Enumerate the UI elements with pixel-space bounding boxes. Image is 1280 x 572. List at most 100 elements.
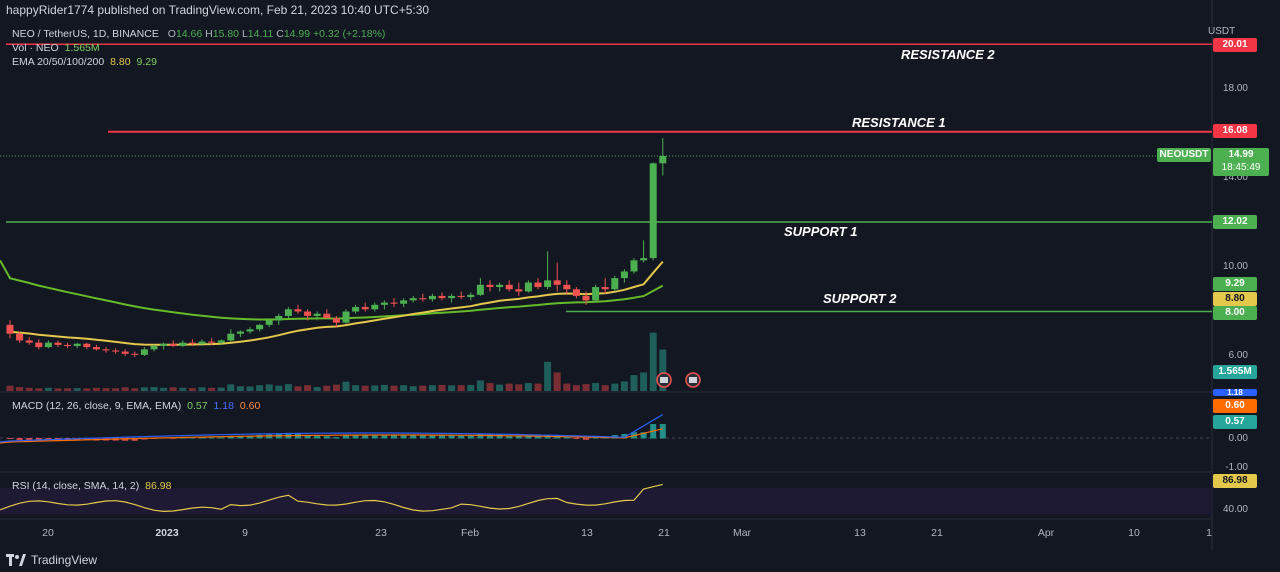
volume-bar bbox=[313, 387, 321, 391]
open-label: O bbox=[167, 28, 176, 40]
price-levels bbox=[0, 0, 1213, 551]
volume-bar bbox=[140, 387, 148, 391]
annotation-support-2: SUPPORT 2 bbox=[823, 291, 897, 306]
candle-body bbox=[217, 340, 225, 343]
ema-value-1: 8.80 bbox=[110, 56, 131, 68]
volume-legend[interactable]: Vol · NEO 1.565M bbox=[12, 42, 100, 54]
macd-histogram-bar bbox=[16, 438, 23, 441]
candle-body bbox=[6, 324, 14, 334]
volume-bar bbox=[160, 387, 168, 391]
tradingview-logo[interactable]: TradingView bbox=[6, 553, 97, 567]
time-label-13: 1 bbox=[1206, 527, 1212, 539]
candle-body bbox=[131, 353, 139, 355]
candle-body bbox=[54, 342, 62, 345]
time-label-1: 20 bbox=[42, 527, 54, 539]
ema-slow-line bbox=[0, 259, 664, 321]
candle-body bbox=[236, 331, 244, 334]
macd-histogram-bar bbox=[458, 435, 465, 439]
candle-body bbox=[179, 342, 187, 346]
close-value: 14.99 bbox=[283, 28, 311, 40]
candle-body bbox=[486, 284, 494, 288]
time-label-8: Mar bbox=[732, 527, 752, 539]
change-value: +0.32 (+2.18%) bbox=[313, 28, 386, 40]
volume-bar bbox=[419, 385, 427, 391]
candle-body bbox=[563, 284, 571, 290]
last-price-value: 14.99 bbox=[1228, 149, 1254, 160]
volume-bar bbox=[582, 384, 590, 391]
candle-body bbox=[294, 309, 302, 312]
time-label-5: Feb bbox=[460, 527, 480, 539]
volume-bar bbox=[592, 383, 600, 391]
volume-bar bbox=[659, 349, 667, 391]
symbol-legend[interactable]: NEO / TetherUS, 1D, BINANCE O14.66 H15.8… bbox=[12, 28, 385, 40]
volume-bars bbox=[6, 332, 667, 391]
volume-bar bbox=[448, 385, 456, 391]
volume-bar bbox=[640, 372, 648, 391]
volume-bar bbox=[131, 388, 139, 391]
macd-histogram-bar bbox=[83, 438, 90, 441]
tag-support-2: 8.00 bbox=[1213, 306, 1257, 320]
candle-body bbox=[601, 287, 609, 290]
candle-body bbox=[227, 333, 235, 341]
macd-histogram-bar bbox=[45, 438, 52, 441]
candle-body bbox=[448, 295, 456, 299]
publisher-header: happyRider1774 published on TradingView.… bbox=[6, 3, 430, 17]
volume-bar bbox=[6, 385, 14, 391]
macd-legend[interactable]: MACD (12, 26, close, 9, EMA, EMA) 0.57 1… bbox=[12, 400, 260, 412]
ema-label: EMA 20/50/100/200 bbox=[12, 56, 105, 68]
volume-bar bbox=[438, 384, 446, 391]
candlesticks bbox=[6, 137, 667, 358]
volume-bar bbox=[236, 386, 244, 391]
tag-macd-hist: 0.57 bbox=[1213, 415, 1257, 429]
volume-bar bbox=[630, 375, 638, 391]
volume-bar bbox=[112, 388, 120, 391]
macd-histogram-bar bbox=[218, 437, 225, 439]
macd-value-3: 0.60 bbox=[239, 400, 261, 412]
candle-body bbox=[160, 343, 168, 346]
volume-bar bbox=[188, 388, 196, 391]
volume-bar bbox=[371, 385, 379, 391]
macd-value-2: 1.18 bbox=[213, 400, 234, 412]
macd-histogram-bar bbox=[400, 434, 407, 439]
volume-bar bbox=[121, 387, 129, 391]
macd-histogram-bar bbox=[535, 435, 541, 439]
candle-body bbox=[649, 163, 657, 259]
ema-value-2: 9.29 bbox=[136, 56, 157, 68]
macd-histogram-bar bbox=[256, 434, 263, 439]
macd-line bbox=[0, 413, 664, 443]
price-tick-10: 10.00 bbox=[1222, 261, 1248, 272]
tradingview-logo-text: TradingView bbox=[31, 553, 98, 567]
candle-body bbox=[246, 329, 254, 332]
volume-bar bbox=[323, 385, 331, 391]
time-label-11: Apr bbox=[1037, 527, 1055, 539]
candle-body bbox=[150, 345, 158, 350]
candle-body bbox=[112, 350, 120, 352]
rsi-tick-40: 40.00 bbox=[1222, 504, 1248, 515]
candle-body bbox=[630, 260, 638, 272]
macd-histogram-bar bbox=[563, 437, 570, 439]
time-label-2: 2023 bbox=[155, 527, 179, 539]
macd-histogram-bar bbox=[352, 434, 359, 439]
candle-body bbox=[332, 318, 340, 323]
candle-body bbox=[342, 311, 350, 323]
candle-body bbox=[188, 342, 196, 344]
rsi-legend[interactable]: RSI (14, close, SMA, 14, 2) 86.98 bbox=[12, 480, 171, 492]
footer-bar bbox=[0, 551, 1280, 572]
candle-body bbox=[419, 298, 427, 300]
macd-histogram-bar bbox=[227, 436, 234, 439]
countdown-value: 18:45:49 bbox=[1221, 162, 1261, 173]
low-value: 14.11 bbox=[247, 28, 274, 40]
candle-body bbox=[467, 294, 475, 298]
macd-histogram-bar bbox=[247, 435, 253, 439]
time-label-10: 21 bbox=[931, 527, 943, 539]
candle-body bbox=[400, 300, 408, 304]
volume-bar bbox=[169, 387, 177, 391]
ema-legend[interactable]: EMA 20/50/100/200 8.80 9.29 bbox=[12, 56, 157, 68]
volume-bar bbox=[563, 383, 571, 391]
macd-histogram-bar bbox=[333, 437, 340, 439]
open-value: 14.66 bbox=[175, 28, 203, 40]
candle-body bbox=[198, 341, 206, 344]
volume-bar bbox=[428, 385, 436, 391]
macd-histogram-bar bbox=[506, 435, 513, 439]
